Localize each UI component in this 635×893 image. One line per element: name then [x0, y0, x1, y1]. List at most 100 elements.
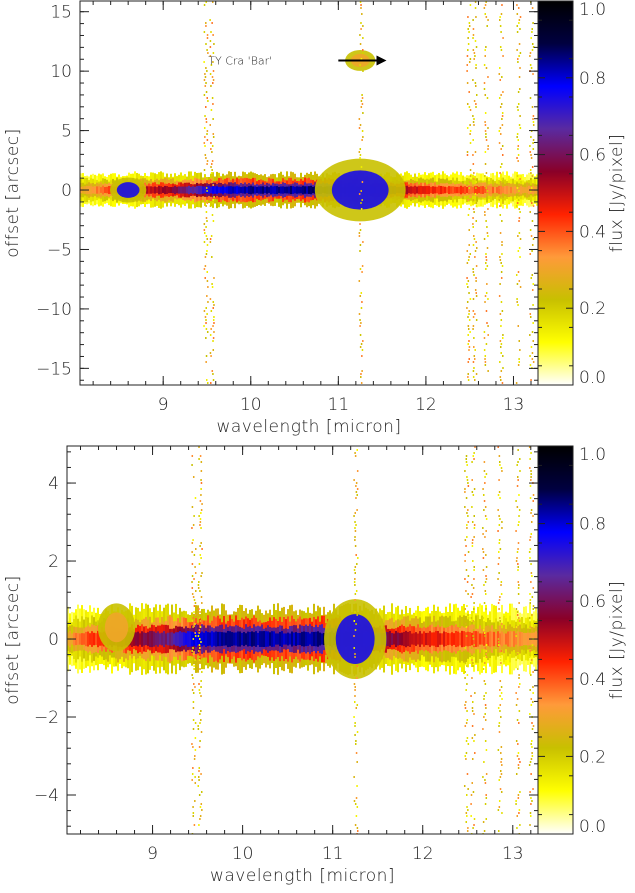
noise-streak: [498, 806, 501, 808]
noise-streak: [516, 187, 519, 189]
noise-streak: [474, 379, 476, 381]
heatmap-cell: [94, 186, 96, 194]
y-tick-label: 0: [48, 630, 59, 650]
noise-streak: [518, 340, 520, 342]
noise-streak: [211, 283, 213, 285]
noise-streak: [354, 689, 356, 691]
noise-streak: [473, 100, 476, 102]
noise-streak: [192, 476, 195, 478]
noise-streak: [354, 803, 357, 805]
y-axis-label-bottom: offset [arcsec]: [3, 575, 23, 705]
noise-streak: [517, 103, 520, 105]
noise-streak: [468, 208, 471, 210]
heatmap-cell: [512, 186, 514, 194]
noise-streak: [466, 103, 469, 105]
noise-streak: [354, 668, 356, 670]
heatmap-cell: [306, 186, 308, 194]
noise-streak: [472, 662, 474, 664]
heatmap-cell: [296, 186, 298, 194]
heatmap-cell: [151, 630, 153, 648]
heatmap-cell: [168, 186, 170, 194]
noise-streak: [465, 722, 468, 724]
colorbar-gradient-top: [537, 0, 574, 386]
noise-streak: [485, 794, 487, 796]
noise-streak: [209, 40, 212, 42]
noise-streak: [502, 55, 504, 57]
heatmap-cell: [233, 632, 235, 646]
noise-streak: [198, 767, 201, 769]
noise-streak: [516, 136, 518, 138]
noise-streak: [468, 346, 471, 348]
heatmap-cell: [511, 631, 513, 647]
noise-streak: [197, 725, 199, 727]
noise-streak: [472, 244, 475, 246]
noise-streak: [498, 539, 501, 541]
heatmap-cell: [504, 185, 506, 195]
heatmap-cell: [219, 631, 221, 647]
noise-streak: [484, 704, 487, 706]
noise-streak: [355, 752, 358, 754]
colorbar-ticks-top: 0.00.20.40.60.81.0: [538, 0, 606, 388]
noise-streak: [484, 124, 487, 126]
noise-streak: [205, 205, 207, 207]
noise-streak: [191, 551, 193, 553]
noise-streak: [487, 145, 489, 147]
heatmap-cell: [197, 632, 199, 646]
heatmap-cell: [229, 631, 231, 647]
noise-streak: [207, 52, 209, 54]
noise-streak: [473, 740, 475, 742]
noise-streak: [354, 530, 357, 532]
y-tick-label: −2: [34, 708, 59, 728]
noise-streak: [467, 43, 470, 45]
noise-streak: [499, 656, 502, 658]
noise-streak: [486, 232, 489, 234]
noise-streak: [468, 292, 470, 294]
noise-streak: [485, 220, 487, 222]
noise-streak: [531, 358, 534, 360]
noise-streak: [213, 331, 215, 333]
noise-streak: [201, 503, 203, 505]
noise-streak: [502, 91, 504, 93]
noise-streak: [467, 376, 469, 378]
noise-streak: [212, 301, 215, 303]
noise-streak: [499, 214, 502, 216]
heatmap-cell: [415, 632, 417, 646]
noise-streak: [516, 629, 518, 631]
noise-streak: [466, 719, 469, 721]
heatmap-cell: [492, 186, 494, 194]
noise-streak: [472, 37, 474, 39]
heatmap-cell: [234, 186, 236, 194]
noise-streak: [529, 650, 531, 652]
noise-streak: [499, 256, 501, 258]
noise-streak: [485, 1, 487, 3]
noise-streak: [472, 611, 475, 613]
noise-streak: [466, 665, 468, 667]
noise-streak: [530, 473, 532, 475]
noise-streak: [206, 160, 209, 162]
noise-streak: [362, 112, 364, 114]
noise-streak: [467, 28, 469, 30]
noise-streak: [500, 301, 503, 303]
noise-streak: [530, 521, 533, 523]
noise-streak: [519, 127, 522, 129]
noise-streak: [471, 545, 474, 547]
heatmap-cell: [272, 186, 274, 194]
noise-streak: [530, 172, 532, 174]
noise-streak: [467, 286, 469, 288]
noise-streak: [193, 605, 196, 607]
noise-streak: [203, 223, 206, 225]
colorbar-tick-label: 0.6: [579, 592, 606, 612]
heatmap-cell: [209, 632, 211, 646]
noise-streak: [359, 325, 361, 327]
noise-streak: [355, 524, 357, 526]
noise-streak: [499, 172, 501, 174]
heatmap-cell: [401, 632, 403, 646]
heatmap-cell: [437, 630, 439, 648]
noise-streak: [483, 461, 486, 463]
noise-streak: [472, 226, 474, 228]
noise-streak: [500, 791, 503, 793]
noise-streak: [517, 668, 519, 670]
noise-streak: [498, 644, 500, 646]
noise-streak: [206, 37, 209, 39]
noise-streak: [482, 569, 485, 571]
